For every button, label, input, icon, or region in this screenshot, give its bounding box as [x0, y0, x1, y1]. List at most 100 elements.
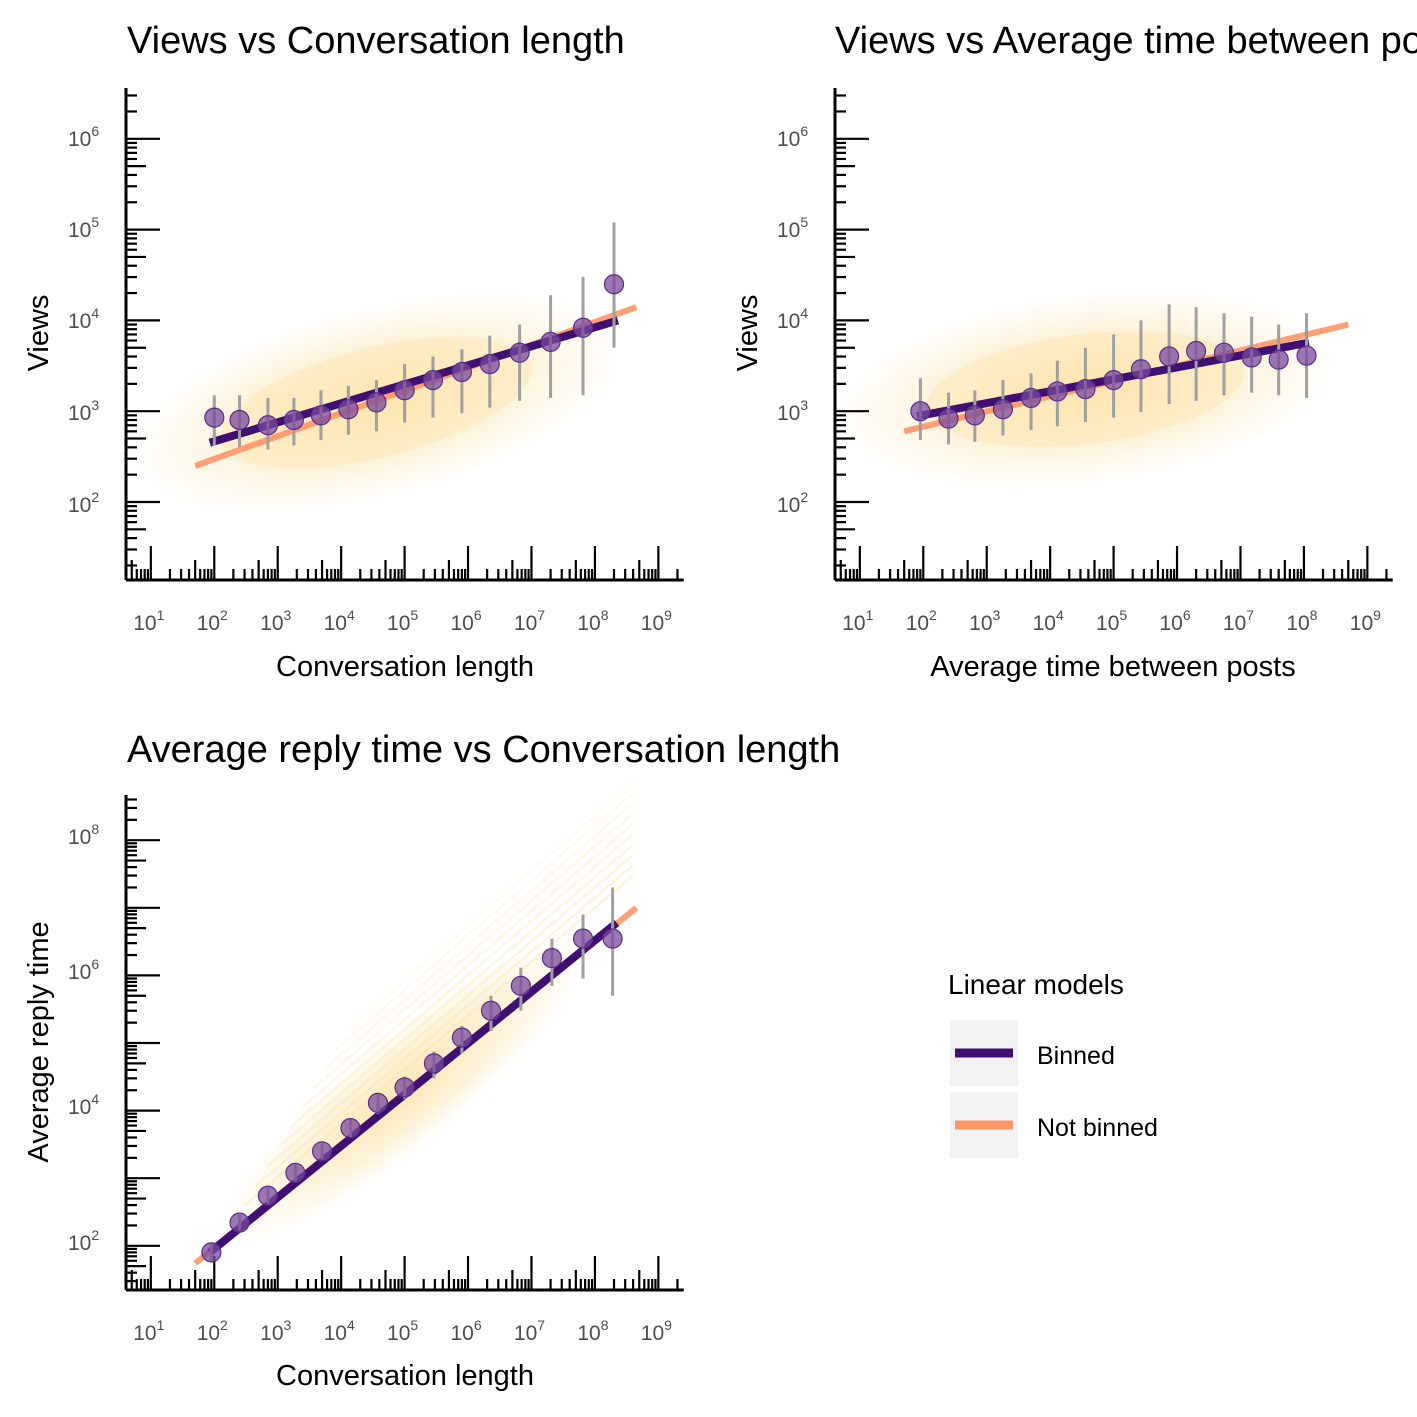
x-tick-label: 106 — [1159, 607, 1190, 635]
y-tick-label: 102 — [777, 489, 808, 517]
y-tick-label: 103 — [68, 397, 99, 425]
y-tick-label: 102 — [68, 489, 99, 517]
binned-point — [451, 361, 472, 383]
binned-point — [451, 1027, 472, 1048]
x-tick-label: 105 — [387, 607, 418, 635]
x-tick-label: 106 — [450, 1317, 481, 1345]
binned-point — [479, 354, 500, 375]
x-tick-label: 106 — [450, 607, 481, 635]
x-tick-labels: 101 102 103 104 105 106 107 108 109 — [842, 607, 1381, 635]
y-tick-label: 104 — [68, 305, 99, 333]
legend: Linear models Binned Not binned — [948, 969, 1158, 1158]
binned-point — [1296, 345, 1317, 366]
panel-reply-time-vs-conversation-length: Average reply time vs Conversation lengt… — [23, 729, 840, 1392]
x-tick-exponent: 7 — [537, 607, 545, 623]
x-tick-exponent: 4 — [347, 1317, 355, 1333]
x-tick-label: 109 — [641, 607, 672, 635]
y-tick-exponent: 6 — [91, 956, 99, 972]
x-tick-exponent: 1 — [157, 607, 165, 623]
binned-point — [394, 1077, 415, 1098]
x-tick-exponent: 8 — [1310, 607, 1318, 623]
y-tick-label: 106 — [68, 956, 99, 984]
x-tick-label: 103 — [260, 1317, 291, 1345]
binned-point — [1268, 349, 1289, 370]
y-axis-label: Average reply time — [23, 921, 55, 1162]
x-tick-label: 101 — [133, 607, 164, 635]
binned-point — [1130, 359, 1152, 380]
binned-point — [510, 975, 531, 996]
x-tick-exponent: 2 — [929, 607, 937, 623]
x-tick-exponent: 1 — [157, 1317, 165, 1333]
x-tick-exponent: 7 — [1246, 607, 1254, 623]
binned-point — [1213, 342, 1235, 363]
x-tick-exponent: 5 — [410, 1317, 418, 1333]
legend-label-not-binned: Not binned — [1037, 1114, 1158, 1142]
y-tick-exponent: 4 — [800, 305, 808, 321]
chart-title: Views vs Conversation length — [127, 20, 625, 62]
x-axis-label: Conversation length — [276, 651, 534, 683]
x-tick-exponent: 3 — [284, 1317, 292, 1333]
y-tick-label: 108 — [68, 821, 99, 849]
y-tick-label: 103 — [777, 397, 808, 425]
y-tick-labels: 102 103 104 105 106 — [68, 123, 99, 517]
x-tick-exponent: 3 — [284, 607, 292, 623]
binned-point — [311, 1141, 333, 1162]
x-tick-label: 108 — [577, 607, 608, 635]
binned-point — [1241, 347, 1262, 368]
binned-point — [229, 409, 250, 431]
binned-point — [910, 401, 931, 422]
y-tick-exponent: 2 — [91, 489, 99, 505]
binned-point — [1047, 381, 1068, 402]
binned-point — [257, 1185, 278, 1206]
binned-point — [992, 399, 1014, 420]
x-tick-exponent: 4 — [347, 607, 355, 623]
binned-point — [938, 408, 959, 429]
axes — [833, 88, 1393, 582]
binned-point — [285, 1162, 306, 1183]
x-tick-exponent: 6 — [474, 607, 482, 623]
chart-title: Average reply time vs Conversation lengt… — [127, 729, 840, 771]
x-tick-label: 101 — [842, 607, 873, 635]
binned-point — [540, 331, 561, 352]
y-tick-label: 105 — [68, 214, 99, 242]
binned-point — [257, 415, 278, 436]
y-tick-labels: 102 103 104 105 106 — [777, 123, 808, 517]
y-tick-exponent: 5 — [800, 214, 808, 230]
y-axis-label: Views — [732, 295, 764, 372]
y-tick-exponent: 2 — [800, 489, 808, 505]
x-tick-label: 102 — [197, 1317, 228, 1345]
binned-point — [204, 407, 225, 428]
binned-point — [1159, 346, 1180, 367]
scatter-streak — [323, 802, 634, 1070]
x-tick-label: 102 — [906, 607, 937, 635]
binned-points — [910, 340, 1317, 429]
y-tick-label: 104 — [68, 1091, 99, 1119]
x-tick-label: 109 — [1350, 607, 1381, 635]
x-tick-exponent: 2 — [220, 607, 228, 623]
binned-point — [572, 317, 594, 338]
x-tick-label: 108 — [577, 1317, 608, 1345]
y-tick-exponent: 6 — [800, 123, 808, 139]
binned-point — [310, 405, 332, 426]
x-tick-exponent: 8 — [601, 1317, 609, 1333]
x-tick-label: 107 — [514, 1317, 545, 1345]
binned-point — [367, 1092, 389, 1113]
binned-point — [366, 392, 387, 413]
x-tick-label: 104 — [324, 1317, 355, 1345]
y-tick-exponent: 3 — [800, 397, 808, 413]
binned-point — [423, 1053, 445, 1074]
y-tick-label: 106 — [777, 123, 808, 151]
x-tick-label: 103 — [260, 607, 291, 635]
panel-views-vs-conversation-length: Views vs Conversation length Conversatio… — [23, 20, 684, 683]
y-tick-label: 104 — [777, 305, 808, 333]
y-tick-exponent: 6 — [91, 123, 99, 139]
x-axis-label: Average time between posts — [930, 651, 1295, 683]
x-tick-label: 105 — [1096, 607, 1127, 635]
binned-point — [422, 370, 444, 391]
x-tick-exponent: 9 — [1373, 607, 1381, 623]
x-tick-exponent: 2 — [220, 1317, 228, 1333]
y-tick-label: 102 — [68, 1227, 99, 1255]
binned-point — [541, 948, 563, 969]
x-tick-exponent: 5 — [1119, 607, 1127, 623]
